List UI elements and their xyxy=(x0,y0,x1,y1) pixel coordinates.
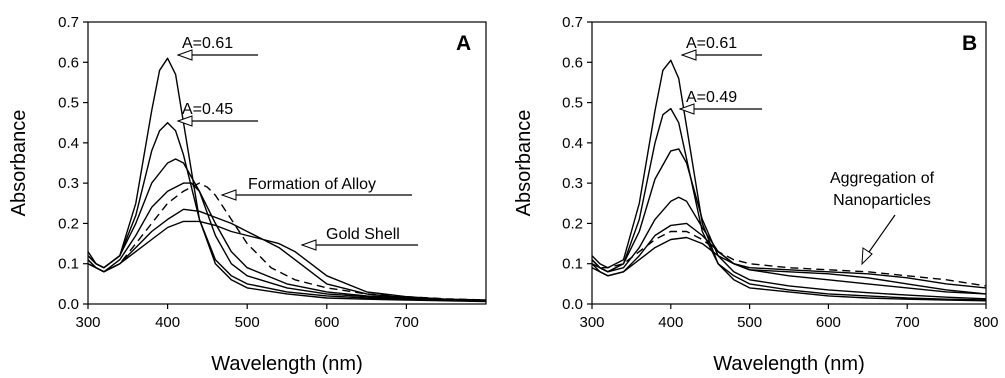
y-tick-label: 0.0 xyxy=(562,296,583,313)
plot-frame-a xyxy=(87,21,487,305)
y-tick-label: 0.4 xyxy=(58,135,79,152)
x-tick-label: 600 xyxy=(816,314,841,331)
tick-layer-a: 0.0 0.1 0.2 0.3 0.4 0.5 0.6 0.7 300 400 500 600 700 xyxy=(58,14,419,331)
x-tick-label: 700 xyxy=(895,314,920,331)
arrow-head-icon xyxy=(680,49,697,61)
series-line-b-7 xyxy=(591,236,987,295)
y-tick-label: 0.1 xyxy=(562,256,583,273)
arrow-head-icon xyxy=(678,103,695,115)
series-line-a-6 xyxy=(87,208,487,302)
panel-label-a: A xyxy=(456,32,471,55)
annotation-label: Nanoparticles xyxy=(833,192,931,209)
arrow-head-icon xyxy=(220,189,237,201)
y-tick-label: 0.6 xyxy=(562,54,583,71)
y-tick-label: 0.7 xyxy=(562,14,583,31)
x-tick-label: 300 xyxy=(75,314,100,331)
series-line-b-6 xyxy=(591,230,987,287)
arrow-head-icon xyxy=(176,49,193,61)
arrow-head-icon xyxy=(300,239,317,251)
x-tick-label: 700 xyxy=(394,314,419,331)
panel-label-b: B xyxy=(962,32,977,55)
annotation-label: A=0.45 xyxy=(182,101,233,118)
arrow-head-icon xyxy=(176,115,193,127)
x-tick-label: 500 xyxy=(737,314,762,331)
y-tick-label: 0.0 xyxy=(58,296,79,313)
series-line-b-2 xyxy=(591,107,987,301)
series-layer-b xyxy=(591,59,987,302)
annotation-alloy: Formation of Alloy xyxy=(220,176,412,201)
y-tick-label: 0.3 xyxy=(562,175,583,192)
y-tick-label: 0.1 xyxy=(58,256,79,273)
y-tick-label: 0.4 xyxy=(562,135,583,152)
annotation-label: A=0.61 xyxy=(182,35,233,52)
annotation-label: Formation of Alloy xyxy=(248,176,376,193)
annotation-label: A=0.61 xyxy=(686,35,737,52)
series-layer-a xyxy=(87,57,487,303)
series-line-a-4 xyxy=(87,182,487,301)
arrow-head-icon xyxy=(861,247,873,266)
series-line-a-2 xyxy=(87,122,487,302)
annotation-label: A=0.49 xyxy=(686,89,737,106)
x-tick-label: 300 xyxy=(579,314,604,331)
series-line-a-7 xyxy=(87,220,487,302)
y-tick-label: 0.5 xyxy=(58,95,79,112)
annotation-label: Aggregation of xyxy=(830,170,935,187)
y-tick-label: 0.2 xyxy=(562,215,583,232)
series-line-b-4 xyxy=(591,196,987,295)
plot-frame-b xyxy=(591,21,987,305)
panel-b: 0.0 0.1 0.2 0.3 0.4 0.5 0.6 0.7 300 400 500 600 700 8… xyxy=(513,14,999,375)
x-axis-title-b: Wavelength (nm) xyxy=(713,353,865,375)
y-tick-label: 0.3 xyxy=(58,175,79,192)
x-tick-label: 400 xyxy=(155,314,180,331)
y-tick-label: 0.6 xyxy=(58,54,79,71)
annotation-gold-shell: Gold Shell xyxy=(300,226,418,251)
y-tick-label: 0.2 xyxy=(58,215,79,232)
x-axis-title-a: Wavelength (nm) xyxy=(211,353,363,375)
y-tick-label: 0.7 xyxy=(58,14,79,31)
series-line-a-1 xyxy=(87,57,487,303)
series-line-b-1 xyxy=(591,59,987,302)
annotation-a-045: A=0.45 xyxy=(176,101,258,127)
series-line-b-3 xyxy=(591,148,987,300)
x-tick-label: 500 xyxy=(235,314,260,331)
y-axis-title-b: Absorbance xyxy=(513,110,535,217)
annotation-b-061: A=0.61 xyxy=(680,35,762,61)
x-tick-label: 400 xyxy=(658,314,683,331)
x-tick-label: 600 xyxy=(314,314,339,331)
y-axis-title-a: Absorbance xyxy=(8,110,30,217)
annotation-b-049: A=0.49 xyxy=(678,89,762,115)
annotation-a-061: A=0.61 xyxy=(176,35,258,61)
annotation-label: Gold Shell xyxy=(326,226,400,243)
y-tick-label: 0.5 xyxy=(562,95,583,112)
series-line-a-5 xyxy=(87,182,487,301)
tick-layer-b: 0.0 0.1 0.2 0.3 0.4 0.5 0.6 0.7 300 400 500 600 700 8… xyxy=(562,14,998,331)
x-tick-label: 800 xyxy=(973,314,998,331)
annotation-aggregation: Aggregation of Nanoparticles xyxy=(830,170,935,266)
